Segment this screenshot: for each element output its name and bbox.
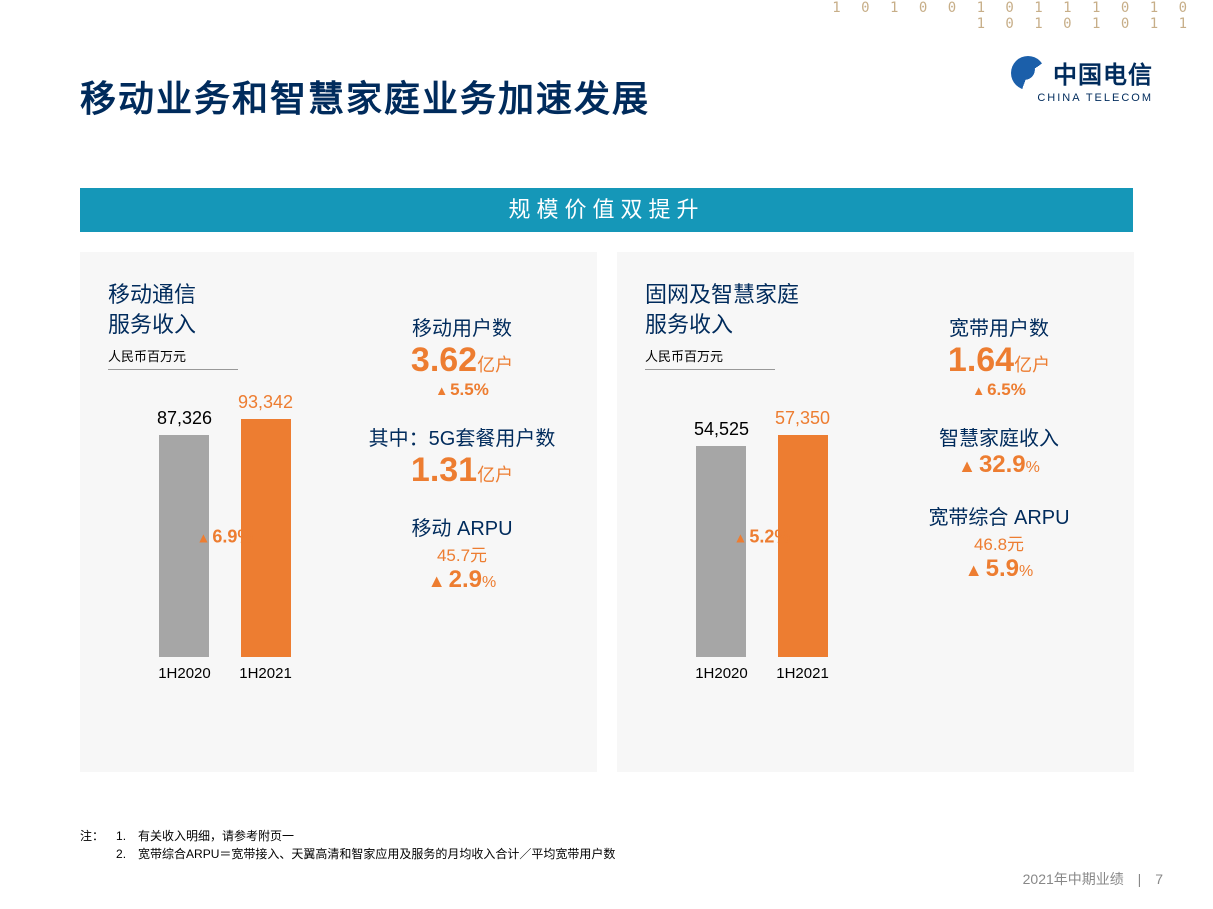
section-title: 移动通信: [108, 280, 577, 310]
metric-title: 移动用户数: [347, 312, 577, 341]
metric-up: 32.9%: [884, 451, 1114, 479]
metrics-column: 移动用户数3.62亿户5.5% 其中：5G套餐用户数1.31亿户移动 ARPU45…: [347, 312, 577, 616]
bar-wrap: 54,525 1H2020: [694, 419, 749, 682]
footnotes: 注： 1. 有关收入明细，请参考附页一2. 宽带综合ARPU＝宽带接入、天翼高清和…: [80, 827, 615, 863]
metric-up: 5.5%: [347, 380, 577, 400]
footer-page: 7: [1155, 871, 1163, 887]
notes-prefix: 注：: [80, 827, 104, 863]
section-title: 固网及智慧家庭: [645, 280, 1114, 310]
panel-left: 移动通信服务收入人民币百万元87,3261H202093,3421H20216.…: [80, 252, 597, 772]
bar: [696, 446, 746, 657]
bar-label: 1H2021: [775, 665, 830, 682]
note-item: 1. 有关收入明细，请参考附页一: [116, 827, 615, 845]
bar-label: 1H2020: [694, 665, 749, 682]
metric-title: 智慧家庭收入: [884, 422, 1114, 451]
logo-block: 中国电信 CHINA TELECOM: [1011, 55, 1153, 104]
banner: 规模价值双提升: [80, 188, 1133, 232]
logo-swirl-icon: [1011, 56, 1045, 90]
metric-title: 移动 ARPU: [347, 512, 577, 541]
metric-value: 1.64亿户: [884, 341, 1114, 380]
metric-value: 3.62亿户: [347, 341, 577, 380]
metric-up: 2.9%: [347, 566, 577, 594]
metric-up: 5.9%: [884, 555, 1114, 583]
metric-up: 6.5%: [884, 380, 1114, 400]
metric-block: 其中：5G套餐用户数1.31亿户: [347, 422, 577, 490]
metrics-column: 宽带用户数1.64亿户6.5% 智慧家庭收入32.9% 宽带综合 ARPU46.8元…: [884, 312, 1114, 605]
logo-text-cn: 中国电信: [1053, 55, 1153, 90]
bar-value: 57,350: [775, 408, 830, 429]
section-subtitle: 人民币百万元: [645, 346, 775, 370]
page-title: 移动业务和智慧家庭业务加速发展: [80, 70, 650, 122]
bar-value: 93,342: [238, 392, 293, 413]
bar-value: 87,326: [157, 408, 212, 429]
metric-block: 智慧家庭收入32.9%: [884, 422, 1114, 479]
growth-label: 5.2%: [734, 527, 791, 548]
footer: 2021年中期业绩 | 7: [1023, 869, 1163, 889]
decorative-digits: 1 0 1 0 0 1 0 1 1 1 0 1 0 1 0 1 0 1 0 1 …: [813, 0, 1213, 50]
bar-chart: 54,525 1H2020 57,350 1H2021 5.2%: [647, 392, 877, 742]
footer-sep: |: [1138, 871, 1142, 887]
metric-sub: 46.8元: [884, 530, 1114, 555]
panels-row: 移动通信服务收入人民币百万元87,3261H202093,3421H20216.…: [80, 252, 1134, 772]
bar-chart: 87,326 1H2020 93,342 1H2021 6.9%: [110, 392, 340, 742]
metric-title: 其中：5G套餐用户数: [347, 422, 577, 451]
metric-title: 宽带综合 ARPU: [884, 501, 1114, 530]
metric-title: 宽带用户数: [884, 312, 1114, 341]
note-item: 2. 宽带综合ARPU＝宽带接入、天翼高清和智家应用及服务的月均收入合计／平均宽…: [116, 845, 615, 863]
metric-block: 移动 ARPU45.7元2.9%: [347, 512, 577, 594]
metric-block: 宽带用户数1.64亿户6.5%: [884, 312, 1114, 400]
metric-block: 移动用户数3.62亿户5.5%: [347, 312, 577, 400]
bar-label: 1H2020: [157, 665, 212, 682]
growth-label: 6.9%: [197, 527, 254, 548]
section-subtitle: 人民币百万元: [108, 346, 238, 370]
panel-right: 固网及智慧家庭服务收入人民币百万元54,5251H202057,3501H202…: [617, 252, 1134, 772]
metric-value: 1.31亿户: [347, 451, 577, 490]
bar-value: 54,525: [694, 419, 749, 440]
bar-label: 1H2021: [238, 665, 293, 682]
logo-text-en: CHINA TELECOM: [1011, 92, 1153, 104]
metric-block: 宽带综合 ARPU46.8元5.9%: [884, 501, 1114, 583]
metric-sub: 45.7元: [347, 541, 577, 566]
footer-text: 2021年中期业绩: [1023, 871, 1124, 887]
